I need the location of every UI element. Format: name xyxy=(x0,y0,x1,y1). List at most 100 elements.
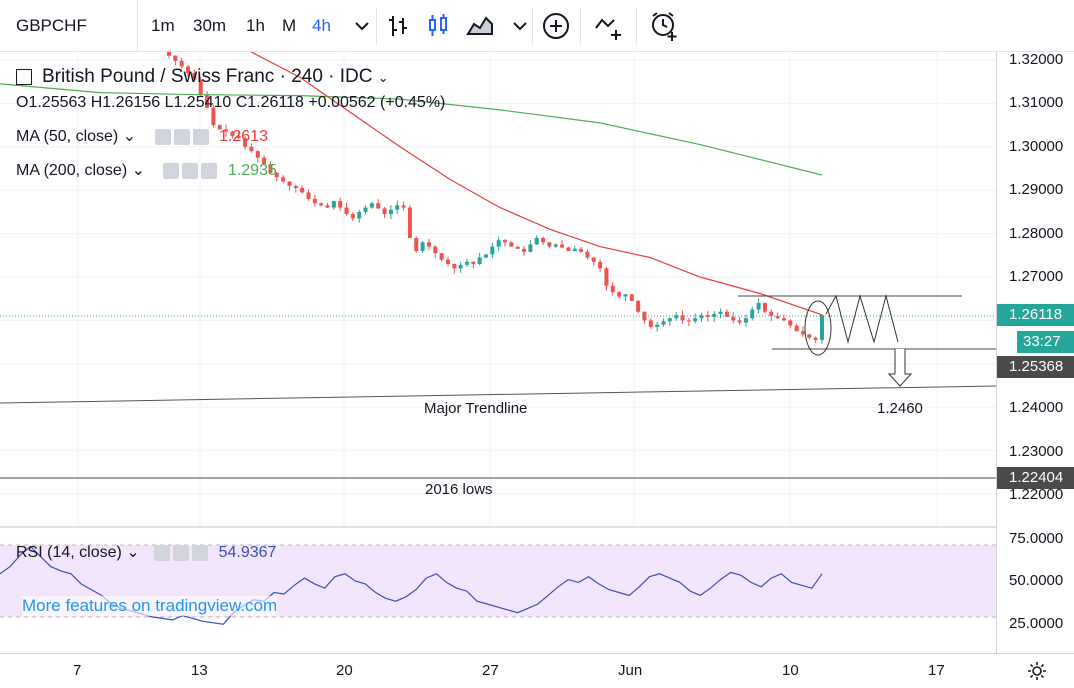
candle xyxy=(490,246,495,255)
candle xyxy=(319,203,324,206)
gear-icon[interactable] xyxy=(182,162,199,179)
rsi-label: RSI (14, close) xyxy=(16,544,122,561)
close-icon[interactable] xyxy=(192,128,209,145)
candle xyxy=(420,242,425,251)
chevron-down-icon[interactable] xyxy=(504,10,536,42)
candle xyxy=(731,316,736,321)
settings-gear-icon[interactable] xyxy=(1026,660,1048,682)
candle xyxy=(800,331,805,335)
candle xyxy=(325,205,330,208)
pane-separator[interactable] xyxy=(0,526,996,528)
close-icon[interactable] xyxy=(192,544,209,561)
price-tick: 1.29000 xyxy=(1009,181,1064,198)
time-tick: 20 xyxy=(336,662,353,679)
chart-legend-title: British Pound / Swiss Franc · 240 · IDC … xyxy=(16,66,389,88)
chevron-down-icon[interactable]: ⌄ xyxy=(377,70,389,85)
price-tick: 1.32000 xyxy=(1009,51,1064,68)
price-chart[interactable] xyxy=(0,52,996,526)
symbol-description: British Pound / Swiss Franc · 240 · IDC xyxy=(42,66,373,87)
chevron-down-icon[interactable] xyxy=(346,10,378,42)
candle xyxy=(680,315,685,321)
ma50-legend[interactable]: MA (50, close) ⌄ 1.2613 xyxy=(16,126,268,146)
rsi-tick: 50.0000 xyxy=(1009,572,1064,589)
eye-icon[interactable] xyxy=(163,162,180,179)
candle xyxy=(705,315,710,317)
bar-chart-icon[interactable] xyxy=(383,10,415,42)
candle xyxy=(300,188,305,193)
price-tick: 1.28000 xyxy=(1009,225,1064,242)
candles-layer xyxy=(167,52,824,344)
rsi-value: 54.9367 xyxy=(218,544,277,561)
chevron-down-icon[interactable]: ⌄ xyxy=(122,128,137,145)
candle xyxy=(363,207,368,212)
rsi-tick: 75.0000 xyxy=(1009,530,1064,547)
timeframe-4h[interactable]: 4h xyxy=(312,16,331,35)
alert-icon[interactable] xyxy=(648,10,680,42)
price-tick: 1.24000 xyxy=(1009,399,1064,416)
candle xyxy=(401,205,406,208)
candle xyxy=(515,246,520,249)
add-indicator-icon[interactable] xyxy=(540,10,572,42)
candle xyxy=(388,209,393,215)
timeframe-1m[interactable]: 1m xyxy=(151,16,175,35)
candle xyxy=(781,318,786,321)
candle xyxy=(255,151,260,158)
eye-icon[interactable] xyxy=(154,544,171,561)
candle xyxy=(224,129,229,132)
candle xyxy=(350,214,355,219)
candle xyxy=(769,311,774,317)
breakout-ellipse xyxy=(804,300,832,356)
collapse-icon[interactable] xyxy=(16,68,32,85)
chevron-down-icon[interactable]: ⌄ xyxy=(131,162,146,179)
trendline-label: Major Trendline xyxy=(424,400,528,417)
chevron-down-icon[interactable]: ⌄ xyxy=(126,544,140,561)
candle xyxy=(648,320,653,327)
candle xyxy=(445,259,450,264)
candle xyxy=(617,292,622,297)
candles-icon[interactable] xyxy=(422,10,454,42)
toolbar-divider xyxy=(580,8,581,44)
candle xyxy=(293,185,298,189)
gear-icon[interactable] xyxy=(173,128,190,145)
close-icon[interactable] xyxy=(201,162,218,179)
candle xyxy=(553,244,558,247)
candle xyxy=(496,240,501,247)
candle xyxy=(724,311,729,317)
timeframe-month[interactable]: M xyxy=(282,16,297,35)
candle xyxy=(629,294,634,301)
ohlc-readout: O1.25563 H1.26156 L1.25410 C1.26118 +0.0… xyxy=(16,94,446,111)
compare-icon[interactable] xyxy=(592,10,624,42)
candle xyxy=(268,164,273,173)
time-tick: 17 xyxy=(928,662,945,679)
tradingview-watermark[interactable]: More features on tradingview.com xyxy=(22,596,278,616)
countdown-tag: 33:27 xyxy=(1017,331,1074,353)
candle xyxy=(807,334,812,338)
gear-icon[interactable] xyxy=(173,544,190,561)
time-tick: 10 xyxy=(782,662,799,679)
ma50-line xyxy=(250,52,823,316)
price-tick: 1.22000 xyxy=(1009,486,1064,503)
last-price-tag: 1.26118 xyxy=(997,304,1074,326)
area-chart-icon[interactable] xyxy=(464,10,496,42)
price-chart-pane[interactable] xyxy=(0,52,996,526)
candle xyxy=(243,138,248,147)
candle xyxy=(820,315,824,340)
ma200-legend[interactable]: MA (200, close) ⌄ 1.2935 xyxy=(16,160,277,180)
time-axis[interactable]: 7 13 20 27 Jun 10 17 xyxy=(0,653,1074,688)
symbol-search[interactable]: GBPCHF xyxy=(0,0,138,52)
toolbar-divider xyxy=(376,8,377,44)
major-trendline xyxy=(0,385,996,404)
rsi-legend[interactable]: RSI (14, close) ⌄ 54.9367 xyxy=(16,542,276,562)
price-axis[interactable]: 1.32000 1.31000 1.30000 1.29000 1.28000 … xyxy=(996,51,1074,653)
time-tick: 13 xyxy=(191,662,208,679)
support-price-tag: 1.25368 xyxy=(997,356,1074,378)
timeframe-30m[interactable]: 30m xyxy=(193,16,227,35)
ma50-label: MA (50, close) xyxy=(16,128,119,145)
candle xyxy=(579,248,584,252)
candle xyxy=(236,135,241,139)
lows-label: 2016 lows xyxy=(425,481,493,498)
candle xyxy=(477,257,482,264)
candle xyxy=(426,242,431,247)
timeframe-1h[interactable]: 1h xyxy=(246,16,265,35)
eye-icon[interactable] xyxy=(154,128,171,145)
